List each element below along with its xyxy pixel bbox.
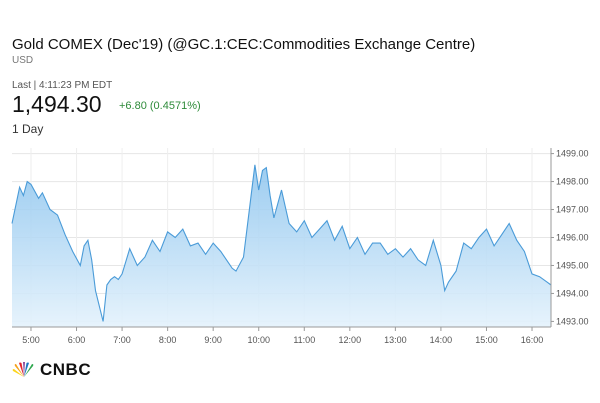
logo-text: CNBC: [40, 360, 92, 379]
x-tick-label: 6:00: [68, 335, 86, 345]
price-change: +6.80 (0.4571%): [119, 100, 201, 112]
y-tick-label: 1495.00: [556, 260, 589, 270]
x-tick-label: 9:00: [204, 335, 222, 345]
peacock-icon: [12, 362, 34, 377]
price-chart[interactable]: 1493.00 1494.00 1495.00 1496.00 1497.00 1498.…: [0, 140, 600, 352]
x-tick-label: 10:00: [247, 335, 270, 345]
x-tick-label: 5:00: [22, 335, 40, 345]
y-tick-label: 1496.00: [556, 233, 589, 243]
price-area-fill: [12, 164, 551, 327]
y-tick-label: 1497.00: [556, 205, 589, 215]
time-range-label[interactable]: 1 Day: [12, 122, 44, 136]
currency-label: USD: [12, 55, 34, 66]
cnbc-logo: CNBC: [12, 360, 91, 380]
y-tick-label: 1498.00: [556, 177, 589, 187]
x-tick-label: 11:00: [293, 335, 315, 345]
x-tick-label: 7:00: [113, 335, 131, 345]
x-tick-label: 14:00: [430, 335, 453, 345]
y-tick-label: 1494.00: [556, 288, 589, 298]
x-tick-label: 8:00: [159, 335, 177, 345]
y-tick-label: 1499.00: [556, 149, 589, 159]
last-price: 1,494.30: [12, 91, 102, 117]
x-tick-label: 12:00: [339, 335, 362, 345]
x-tick-label: 13:00: [384, 335, 407, 345]
price-line: [11, 164, 552, 322]
last-updated-label: Last | 4:11:23 PM EDT: [12, 80, 113, 91]
x-tick-label: 16:00: [521, 335, 544, 345]
instrument-title: Gold COMEX (Dec'19) (@GC.1:CEC:Commoditi…: [12, 36, 476, 53]
chart-axes: 1493.00 1494.00 1495.00 1496.00 1497.00 1498.…: [12, 148, 589, 345]
y-tick-label: 1493.00: [556, 316, 589, 326]
x-tick-label: 15:00: [475, 335, 498, 345]
